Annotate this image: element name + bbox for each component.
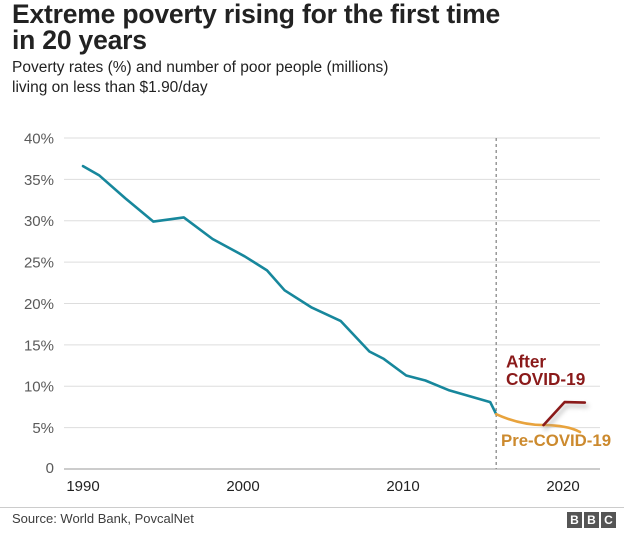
svg-text:COVID-19: COVID-19 [506,369,585,389]
svg-text:30%: 30% [24,213,54,230]
svg-text:35%: 35% [24,172,54,189]
svg-text:1990: 1990 [66,478,99,495]
svg-text:10%: 10% [24,379,54,396]
svg-text:20%: 20% [24,296,54,313]
svg-text:25%: 25% [24,255,54,272]
svg-text:0: 0 [46,460,54,477]
svg-text:Pre-COVID-19: Pre-COVID-19 [501,431,611,450]
svg-text:15%: 15% [24,337,54,354]
svg-text:2010: 2010 [386,478,419,495]
svg-text:40%: 40% [24,130,54,147]
svg-text:2000: 2000 [226,478,259,495]
svg-text:5%: 5% [32,420,54,437]
svg-text:2020: 2020 [546,478,579,495]
